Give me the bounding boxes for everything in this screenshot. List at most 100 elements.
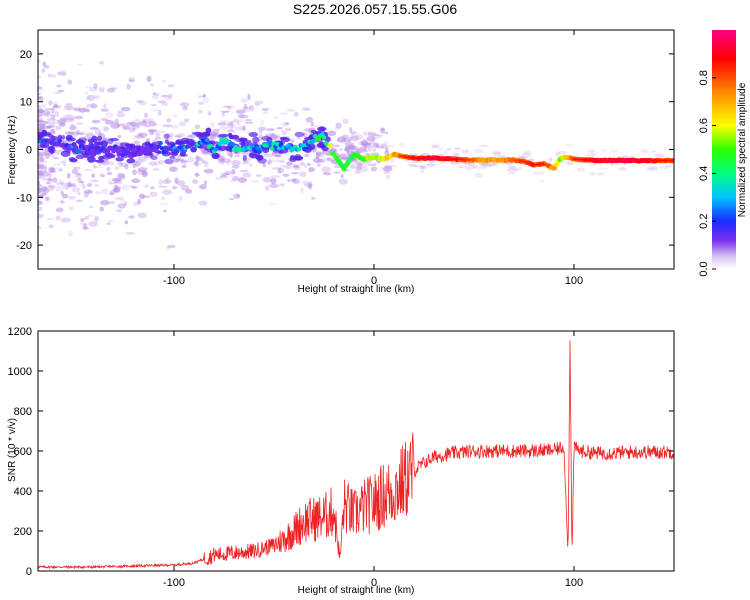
noise-blob: [308, 167, 315, 173]
noise-blob: [41, 177, 49, 182]
noise-blob: [229, 198, 234, 201]
noise-blob: [50, 167, 56, 172]
noise-blob: [152, 167, 160, 172]
noise-blob: [221, 158, 232, 164]
noise-blob: [202, 96, 210, 104]
noise-blob: [389, 165, 398, 168]
noise-blob: [161, 196, 165, 201]
noise-blob: [69, 125, 78, 131]
noise-blob: [70, 131, 79, 138]
noise-blob: [280, 112, 289, 115]
noise-blob: [646, 167, 659, 172]
noise-blob: [68, 206, 74, 210]
noise-blob: [220, 157, 225, 162]
noise-blob: [301, 180, 310, 185]
noise-blob: [124, 163, 129, 170]
noise-blob: [77, 63, 83, 67]
noise-blob: [38, 120, 46, 123]
noise-blob: [38, 166, 45, 170]
figure-title: S225.2026.057.15.55.G06: [293, 1, 457, 17]
ridge-peak: [658, 159, 662, 162]
noise-blob: [242, 172, 252, 178]
noise-blob: [297, 137, 304, 140]
noise-blob: [141, 170, 148, 178]
noise-blob: [367, 163, 377, 167]
ridge-peak: [426, 157, 430, 160]
noise-blob: [420, 165, 426, 170]
snr-panel: -100 0 100 0 200 400 600 800 1000 1200 Height of…: [7, 326, 675, 596]
noise-blob: [307, 183, 312, 190]
noise-blob: [192, 179, 198, 184]
noise-blob: [149, 123, 160, 127]
noise-blob: [165, 177, 169, 183]
noise-blob: [65, 184, 74, 188]
ridge-blob: [251, 136, 260, 143]
noise-blob: [110, 122, 121, 129]
noise-blob: [410, 160, 423, 164]
ridge-peak: [452, 158, 456, 161]
ridge-cell: [55, 142, 61, 147]
noise-blob: [376, 145, 385, 149]
ridge-peak: [608, 159, 612, 162]
noise-blob: [507, 165, 514, 168]
noise-blob: [68, 117, 75, 123]
ridge-peak: [447, 157, 451, 160]
noise-blob: [350, 135, 359, 142]
noise-blob: [75, 199, 84, 203]
noise-blob: [114, 196, 125, 200]
heatmap-x-tick-label: -100: [163, 275, 185, 287]
noise-blob: [89, 127, 99, 130]
noise-blob: [67, 79, 73, 85]
ridge-cell: [316, 136, 322, 141]
ridge-peak: [406, 156, 410, 159]
noise-blob: [47, 73, 52, 78]
noise-blob: [210, 121, 216, 128]
noise-blob: [384, 150, 390, 156]
noise-blob: [109, 201, 116, 204]
noise-blob: [122, 125, 131, 130]
noise-blob: [664, 165, 673, 168]
noise-blob: [90, 179, 100, 183]
noise-blob: [46, 120, 52, 125]
noise-blob: [408, 153, 420, 156]
colorbar-ticks: 0.0 0.2 0.4 0.6 0.8: [698, 70, 716, 277]
noise-blob: [38, 178, 41, 184]
noise-blob: [142, 171, 147, 176]
ridge-cell: [140, 145, 145, 151]
noise-blob: [187, 135, 193, 138]
noise-blob: [43, 165, 48, 171]
noise-blob: [157, 109, 162, 116]
noise-blob: [338, 178, 348, 185]
noise-blob: [144, 112, 148, 119]
noise-blob: [150, 108, 159, 112]
noise-blob: [83, 189, 94, 195]
ridge-peak: [642, 159, 646, 162]
noise-blob: [144, 124, 151, 128]
noise-blob: [38, 151, 41, 155]
noise-blob: [277, 167, 285, 174]
noise-blob: [380, 127, 386, 134]
noise-blob: [507, 171, 516, 175]
noise-blob: [273, 154, 282, 158]
noise-blob: [268, 202, 277, 205]
ridge-blob: [133, 145, 142, 149]
noise-blob: [355, 161, 364, 166]
ridge-blob: [175, 139, 180, 144]
noise-blob: [247, 93, 251, 101]
noise-blob: [281, 122, 287, 128]
noise-blob: [38, 225, 42, 230]
heatmap-x-tick-label: 0: [371, 275, 377, 287]
ridge-peak: [634, 159, 638, 162]
ridge-peak: [656, 159, 660, 162]
noise-blob: [181, 165, 187, 168]
noise-blob: [60, 191, 64, 196]
noise-blob: [73, 115, 84, 120]
noise-blob: [148, 161, 157, 166]
noise-blob: [650, 150, 657, 153]
noise-blob: [218, 158, 225, 165]
noise-blob: [159, 130, 165, 134]
noise-blob: [51, 119, 60, 125]
noise-blob: [255, 102, 260, 107]
ridge-peak: [512, 159, 516, 162]
noise-blob: [60, 217, 71, 223]
